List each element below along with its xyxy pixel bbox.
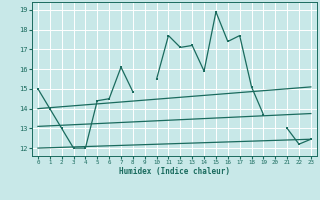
X-axis label: Humidex (Indice chaleur): Humidex (Indice chaleur) [119, 167, 230, 176]
